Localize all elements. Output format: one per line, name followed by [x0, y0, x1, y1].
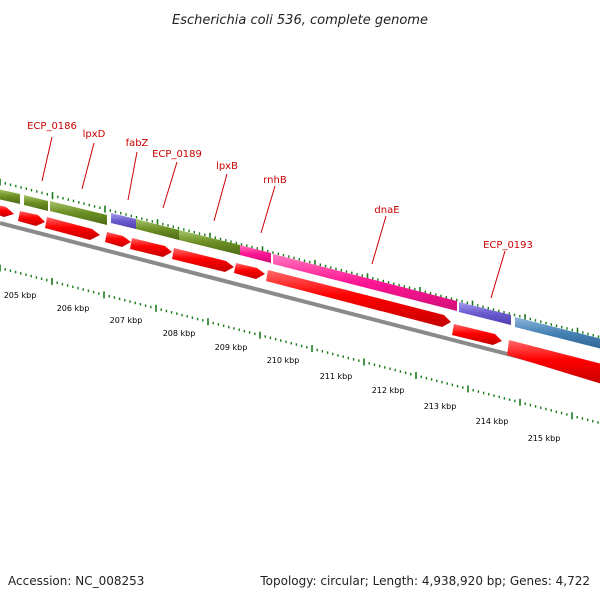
label-leader-line	[213, 173, 228, 222]
gene-arrow	[172, 248, 234, 272]
gene-label: rnhB	[263, 175, 287, 186]
gene-arrow	[0, 205, 14, 217]
scale-label: 211 kbp	[320, 372, 353, 381]
feature-block	[136, 219, 179, 240]
gene-label: ECP_0193	[483, 240, 533, 251]
scale-label: 210 kbp	[267, 356, 300, 365]
feature-block	[50, 201, 107, 225]
label-leader-line	[371, 215, 387, 265]
gene-label: ECP_0186	[27, 121, 77, 132]
scale-label: 207 kbp	[110, 316, 143, 325]
feature-block	[459, 302, 511, 325]
label-leader-line	[490, 250, 506, 299]
feature-block	[0, 189, 20, 204]
feature-track	[0, 189, 600, 349]
gene-arrow	[452, 324, 502, 345]
tick-marks-scale	[0, 264, 599, 424]
scale-label: 212 kbp	[372, 386, 405, 395]
scale-label: 206 kbp	[57, 304, 90, 313]
label-leader-line	[81, 142, 95, 190]
scale-label: 213 kbp	[424, 402, 457, 411]
gene-track	[0, 205, 600, 384]
label-leader-line	[41, 136, 53, 182]
feature-block	[24, 195, 48, 211]
feature-block	[179, 230, 240, 255]
gene-arrow	[45, 217, 100, 240]
map-title: Escherichia coli 536, complete genome	[172, 13, 428, 28]
gene-arrow	[266, 270, 451, 327]
feature-block	[515, 317, 600, 349]
gene-label: dnaE	[374, 205, 399, 216]
scale-label: 209 kbp	[215, 343, 248, 352]
label-leader-line	[260, 185, 276, 234]
gene-label: fabZ	[126, 138, 149, 149]
scale-label: 205 kbp	[4, 291, 37, 300]
feature-block	[240, 245, 271, 263]
scale-label: 215 kbp	[528, 434, 561, 443]
gene-label: lpxB	[216, 161, 238, 172]
scale-label: 208 kbp	[163, 329, 196, 338]
gene-arrow	[18, 211, 45, 226]
gene-arrow	[234, 263, 265, 279]
accession-text: Accession: NC_008253	[8, 574, 145, 588]
gene-labels: ECP_0186 lpxD fabZ ECP_0189 lpxB rnhB dn…	[27, 121, 533, 299]
label-leader-line	[162, 161, 178, 209]
gene-arrow	[105, 232, 131, 247]
feature-block	[111, 213, 136, 229]
gene-arrow	[130, 238, 172, 257]
tick-marks-outer	[0, 178, 600, 338]
gene-label: lpxD	[83, 129, 106, 140]
scale-labels: 205 kbp 206 kbp 207 kbp 208 kbp 209 kbp …	[4, 291, 561, 443]
genome-summary-text: Topology: circular; Length: 4,938,920 bp…	[260, 574, 590, 588]
genome-backbone	[0, 221, 600, 380]
label-leader-line	[127, 151, 138, 201]
scale-label: 214 kbp	[476, 417, 509, 426]
gene-label: ECP_0189	[152, 149, 202, 160]
feature-block	[273, 254, 457, 311]
gene-arrow	[507, 340, 600, 384]
